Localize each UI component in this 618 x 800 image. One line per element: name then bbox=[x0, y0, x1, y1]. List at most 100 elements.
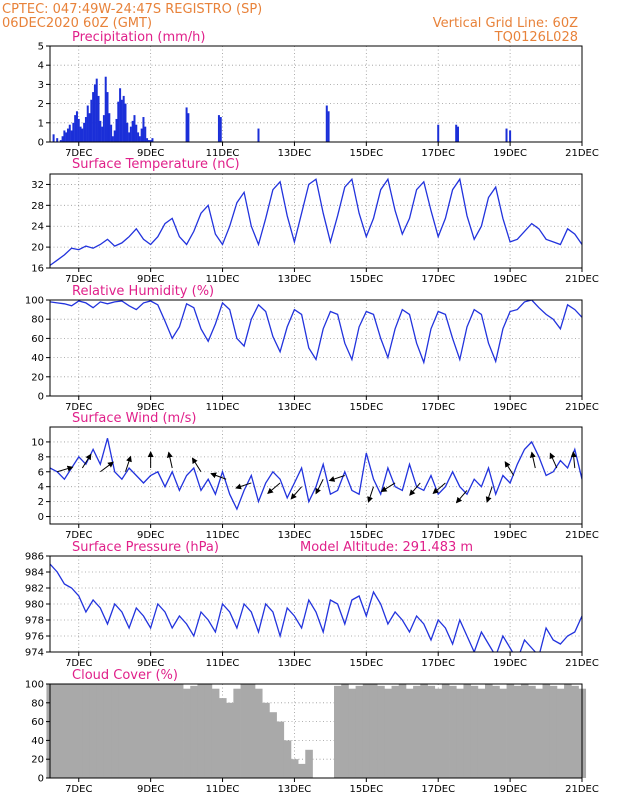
pressure-title: Surface Pressure (hPa) bbox=[72, 540, 219, 555]
y-tick-label: 40 bbox=[31, 736, 44, 747]
y-tick-label: 20 bbox=[31, 372, 44, 383]
wind-vector bbox=[432, 482, 446, 495]
wind-vector bbox=[455, 490, 468, 504]
cloud-bar bbox=[147, 684, 155, 778]
cloud-bar bbox=[283, 740, 292, 778]
x-tick-label: 19DEC bbox=[493, 402, 527, 413]
precip-bar bbox=[219, 117, 222, 142]
wind-vector bbox=[290, 486, 303, 500]
x-tick-label: 11DEC bbox=[206, 402, 240, 413]
x-tick-label: 11DEC bbox=[206, 530, 240, 541]
x-tick-label: 15DEC bbox=[349, 658, 383, 669]
precip-bar bbox=[146, 138, 149, 142]
y-tick-label: 60 bbox=[31, 334, 44, 345]
precip-bar bbox=[101, 126, 104, 142]
cloud-bar bbox=[118, 684, 126, 778]
x-tick-label: 9DEC bbox=[137, 784, 164, 795]
x-tick-label: 21DEC bbox=[565, 274, 599, 285]
y-tick-label: 10 bbox=[31, 437, 44, 448]
x-tick-label: 15DEC bbox=[349, 530, 383, 541]
wind-vector bbox=[210, 472, 227, 480]
precip-bar bbox=[325, 105, 328, 142]
precip-bar bbox=[455, 124, 458, 142]
x-tick-label: 7DEC bbox=[65, 274, 92, 285]
wind-vector bbox=[315, 479, 324, 495]
precip-bar bbox=[65, 132, 68, 142]
cloud-bar bbox=[391, 685, 400, 778]
precip-bar bbox=[90, 99, 93, 142]
cloud-bar bbox=[535, 688, 543, 778]
cloud-bar bbox=[96, 684, 105, 778]
precip-bar bbox=[104, 76, 107, 142]
cloud-bar bbox=[355, 685, 364, 778]
cloud-bar bbox=[53, 684, 62, 778]
y-tick-label: 0 bbox=[38, 138, 44, 149]
precip-title: Precipitation (mm/h) bbox=[72, 30, 205, 45]
x-tick-label: 9DEC bbox=[137, 148, 164, 159]
x-tick-label: 13DEC bbox=[278, 784, 312, 795]
rh-title: Relative Humidity (%) bbox=[72, 284, 214, 299]
cloud-bar bbox=[103, 684, 112, 778]
cloud-bar bbox=[384, 688, 392, 778]
wind-vector bbox=[328, 475, 345, 482]
x-tick-label: 11DEC bbox=[206, 658, 240, 669]
y-tick-label: 80 bbox=[31, 315, 44, 326]
cloud-bar bbox=[262, 702, 270, 778]
precip-bar bbox=[456, 126, 459, 142]
cloud-bar bbox=[542, 684, 551, 778]
cloud-bar bbox=[254, 688, 263, 778]
precip-bar bbox=[124, 103, 127, 142]
precip-bar bbox=[151, 138, 154, 142]
cloud-bar bbox=[68, 684, 76, 778]
cloud-bar bbox=[463, 684, 472, 778]
cloud-bar bbox=[60, 684, 69, 778]
cloud-bar bbox=[190, 685, 198, 778]
y-tick-label: 32 bbox=[31, 180, 44, 191]
precip-bar bbox=[257, 128, 260, 142]
precip-bar bbox=[75, 111, 78, 142]
precip-bar bbox=[122, 95, 125, 142]
cloud-bar bbox=[132, 684, 141, 778]
y-tick-label: 20 bbox=[31, 755, 44, 766]
cloud-bar bbox=[492, 685, 500, 778]
x-tick-label: 11DEC bbox=[206, 784, 240, 795]
precip-bar bbox=[86, 105, 89, 142]
precip-bar bbox=[187, 113, 190, 142]
precip-bar bbox=[144, 126, 147, 142]
cloud-bar bbox=[377, 685, 385, 778]
x-tick-label: 19DEC bbox=[493, 784, 527, 795]
cloud-bar bbox=[513, 685, 522, 778]
y-tick-label: 16 bbox=[31, 264, 44, 275]
x-tick-label: 21DEC bbox=[565, 784, 599, 795]
cloud-bar bbox=[449, 685, 457, 778]
cloud-bar bbox=[183, 688, 191, 778]
cloud-bar bbox=[125, 684, 134, 778]
precip-frame bbox=[49, 45, 583, 143]
y-tick-label: 24 bbox=[31, 222, 44, 233]
y-tick-label: 4 bbox=[38, 61, 44, 72]
y-tick-label: 986 bbox=[25, 552, 44, 563]
precip-bar bbox=[97, 95, 100, 142]
cloud-bar bbox=[154, 684, 162, 778]
wind-vector bbox=[549, 452, 558, 469]
precip-bar bbox=[74, 115, 77, 142]
x-tick-label: 9DEC bbox=[137, 274, 164, 285]
cloud-bar bbox=[348, 688, 356, 778]
wind-vector bbox=[235, 482, 252, 490]
cloud-bar bbox=[571, 685, 579, 778]
y-tick-label: 1 bbox=[38, 118, 44, 129]
x-tick-label: 15DEC bbox=[349, 274, 383, 285]
cloud-bar bbox=[499, 688, 507, 778]
x-tick-label: 7DEC bbox=[65, 784, 92, 795]
precip-bar bbox=[185, 107, 188, 142]
y-tick-label: 4 bbox=[38, 482, 44, 493]
model-altitude-label: Model Altitude: 291.483 m bbox=[300, 540, 473, 555]
x-tick-label: 13DEC bbox=[278, 530, 312, 541]
cloud-bar bbox=[413, 685, 421, 778]
cloud-bar bbox=[276, 721, 285, 778]
x-tick-label: 13DEC bbox=[278, 274, 312, 285]
precip-bar bbox=[140, 128, 143, 142]
cloud-bar bbox=[269, 712, 277, 778]
precip-bar bbox=[505, 128, 508, 142]
wind-vector bbox=[367, 486, 374, 503]
